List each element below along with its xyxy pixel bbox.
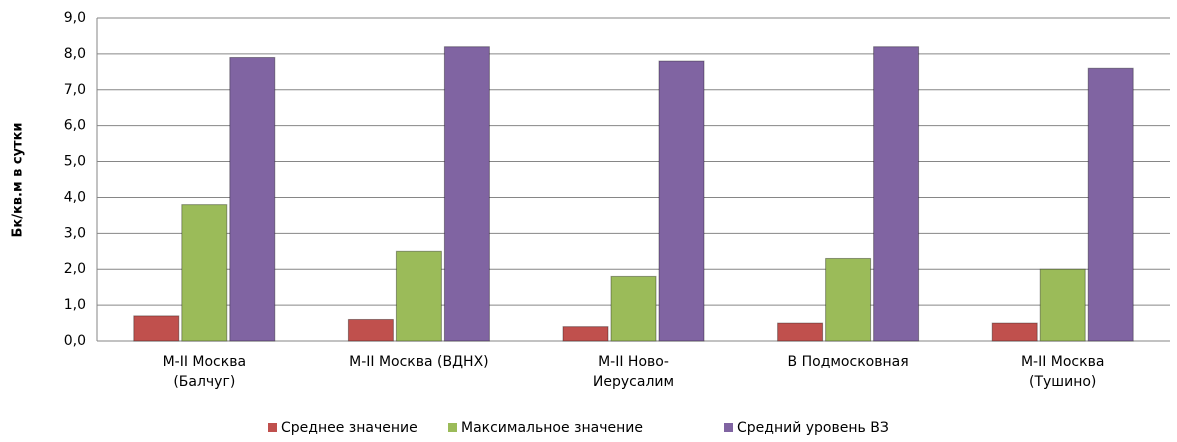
y-tick-label: 9,0 bbox=[64, 10, 86, 26]
x-tick-label: В Подмосковная bbox=[787, 354, 909, 370]
bar bbox=[395, 250, 442, 342]
legend-label: Максимальное значение bbox=[461, 420, 643, 436]
legend-swatch bbox=[448, 423, 457, 432]
legend-swatch bbox=[268, 423, 277, 432]
y-tick-label: 8,0 bbox=[64, 46, 86, 62]
bar bbox=[610, 275, 657, 342]
legend-swatch bbox=[724, 423, 733, 432]
bar bbox=[991, 322, 1038, 342]
bar bbox=[347, 318, 394, 342]
y-tick-label: 5,0 bbox=[64, 154, 86, 170]
bar bbox=[562, 326, 609, 342]
y-tick-label: 7,0 bbox=[64, 82, 86, 98]
y-tick-label: 6,0 bbox=[64, 118, 86, 134]
y-tick-label: 4,0 bbox=[64, 189, 86, 205]
bar bbox=[1039, 268, 1086, 342]
bar bbox=[658, 60, 705, 342]
legend-label: Средний уровень ВЗ bbox=[737, 420, 889, 436]
y-axis-label: Бк/кв.м в сутки bbox=[11, 122, 26, 237]
y-tick-label: 2,0 bbox=[64, 261, 86, 277]
x-tick-label: M-II Москва (ВДНХ) bbox=[349, 354, 489, 370]
x-tick-label: M-II Москва (Тушино) bbox=[1020, 354, 1105, 390]
legend-label: Среднее значение bbox=[281, 420, 418, 436]
bar bbox=[181, 204, 228, 342]
bar bbox=[777, 322, 824, 342]
bar bbox=[133, 315, 180, 342]
bar bbox=[873, 46, 920, 342]
bar bbox=[1087, 67, 1134, 342]
y-tick-label: 1,0 bbox=[64, 297, 86, 313]
x-tick-label: M-II Москва (Балчуг) bbox=[162, 354, 247, 390]
bar bbox=[229, 56, 276, 342]
x-tick-label: M-II Ново- Иерусалим bbox=[592, 354, 675, 390]
y-tick-label: 0,0 bbox=[64, 333, 86, 349]
bar bbox=[443, 46, 490, 342]
y-tick-label: 3,0 bbox=[64, 225, 86, 241]
bar bbox=[825, 257, 872, 342]
